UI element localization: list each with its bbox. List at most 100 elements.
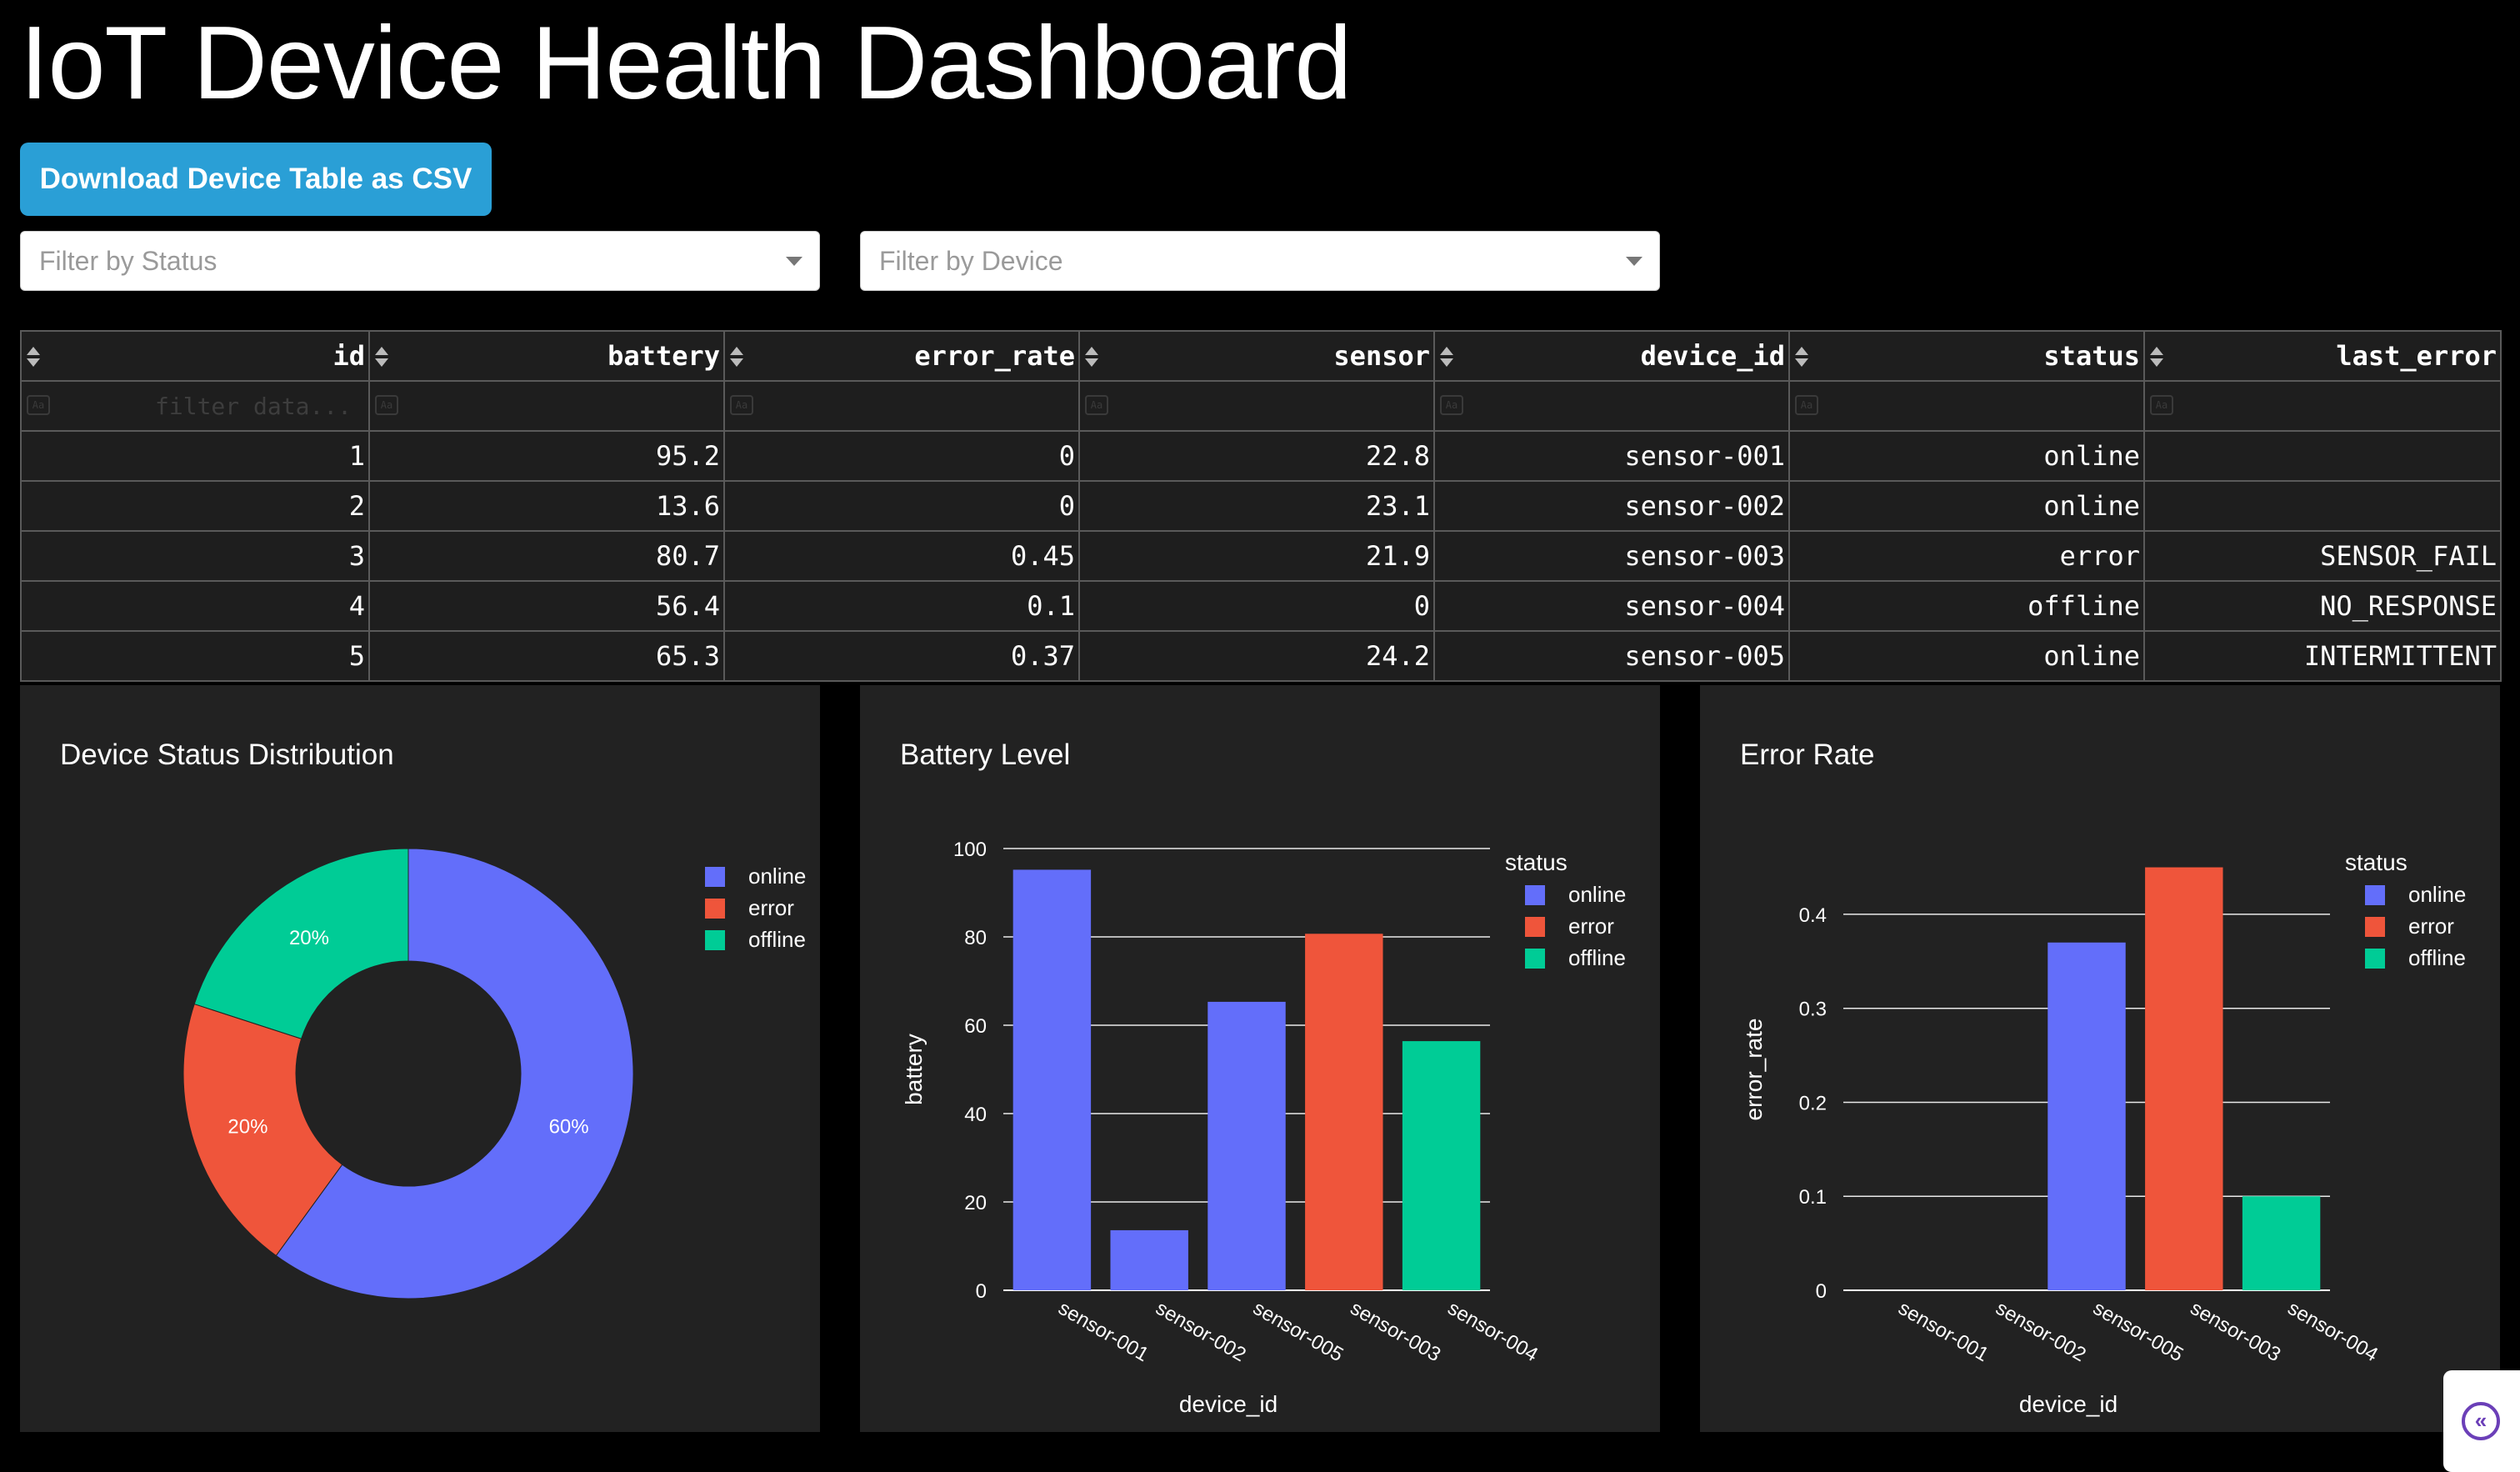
column-filter-input[interactable]: Aa [1433,380,1790,432]
y-tick-label: 80 [964,927,987,949]
legend-title: status [2345,849,2408,875]
table-cell-status[interactable]: online [1788,480,2145,532]
column-header-status[interactable]: status [1788,330,2145,382]
pie-slice-online [275,848,634,1299]
table-cell-sensor[interactable]: 22.8 [1078,430,1435,482]
table-cell-error-rate[interactable]: 0.1 [723,580,1080,632]
table-row[interactable]: 5 65.3 0.37 24.2 sensor-005 online INTERMITTEN… [20,630,2502,682]
x-tick-label: sensor-004 [1444,1297,1542,1366]
sort-icon[interactable] [2150,347,2163,368]
table-cell-last-error[interactable]: NO_RESPONSE [2143,580,2502,632]
legend-item: online [1568,882,1626,907]
column-filter-input[interactable]: Aa [723,380,1080,432]
column-header-error-rate[interactable]: error_rate [723,330,1080,382]
table-row[interactable]: 1 95.2 0 22.8 sensor-001 online [20,430,2502,482]
case-sensitive-icon[interactable]: Aa [375,395,398,415]
table-header-row: id battery error_rate sensor device_id s… [20,330,2502,382]
table-cell-battery[interactable]: 80.7 [368,530,725,582]
bar-sensor-005 [2048,942,2126,1290]
pie-data-label: 60% [549,1116,589,1139]
status-filter-dropdown[interactable]: Filter by Status [20,231,820,291]
sort-icon[interactable] [375,347,388,368]
table-cell-battery[interactable]: 56.4 [368,580,725,632]
table-cell-last-error[interactable]: INTERMITTENT [2143,630,2502,682]
filter-placeholder: filter data... [155,393,352,420]
table-cell-sensor[interactable]: 23.1 [1078,480,1435,532]
chevron-down-icon[interactable] [786,257,802,266]
table-cell-error-rate[interactable]: 0.45 [723,530,1080,582]
table-cell-sensor[interactable]: 24.2 [1078,630,1435,682]
table-cell-error-rate[interactable]: 0 [723,430,1080,482]
collapse-panel-button[interactable]: « [2443,1370,2520,1472]
x-tick-label: sensor-001 [1054,1297,1152,1366]
device-filter-dropdown[interactable]: Filter by Device [860,231,1660,291]
table-cell-device-id[interactable]: sensor-005 [1433,630,1790,682]
column-header-sensor[interactable]: sensor [1078,330,1435,382]
case-sensitive-icon[interactable]: Aa [730,395,753,415]
column-filter-input[interactable]: Aa [2143,380,2502,432]
table-cell-id[interactable]: 4 [20,580,370,632]
table-cell-sensor[interactable]: 21.9 [1078,530,1435,582]
x-tick-label: sensor-005 [1249,1297,1347,1366]
table-row[interactable]: 2 13.6 0 23.1 sensor-002 online [20,480,2502,532]
table-cell-id[interactable]: 1 [20,430,370,482]
table-cell-id[interactable]: 3 [20,530,370,582]
column-header-last-error[interactable]: last_error [2143,330,2502,382]
column-header-battery[interactable]: battery [368,330,725,382]
column-filter-input[interactable]: Aa [1788,380,2145,432]
sort-icon[interactable] [1795,347,1808,368]
table-cell-last-error[interactable]: SENSOR_FAIL [2143,530,2502,582]
table-cell-id[interactable]: 2 [20,480,370,532]
case-sensitive-icon[interactable]: Aa [1085,395,1108,415]
legend-swatch [2365,885,2385,905]
legend-swatch [705,867,725,887]
table-cell-id[interactable]: 5 [20,630,370,682]
table-cell-error-rate[interactable]: 0.37 [723,630,1080,682]
x-tick-label: sensor-004 [2284,1297,2382,1366]
download-csv-button[interactable]: Download Device Table as CSV [20,143,492,216]
pie-data-label: 20% [228,1116,268,1139]
table-cell-device-id[interactable]: sensor-003 [1433,530,1790,582]
table-cell-device-id[interactable]: sensor-004 [1433,580,1790,632]
x-tick-label: sensor-003 [2187,1297,2284,1366]
double-chevron-left-icon[interactable]: « [2462,1402,2500,1440]
table-cell-battery[interactable]: 13.6 [368,480,725,532]
table-cell-device-id[interactable]: sensor-002 [1433,480,1790,532]
legend-swatch [2365,949,2385,969]
bar-sensor-002 [1110,1229,1188,1290]
table-cell-error-rate[interactable]: 0 [723,480,1080,532]
y-tick-label: 100 [953,839,987,861]
pie-slice-offline [193,848,409,1039]
column-filter-input[interactable]: Aa [368,380,725,432]
table-cell-last-error[interactable] [2143,480,2502,532]
sort-icon[interactable] [730,347,743,368]
legend-swatch [2365,917,2385,937]
table-cell-status[interactable]: offline [1788,580,2145,632]
column-header-device-id[interactable]: device_id [1433,330,1790,382]
table-cell-sensor[interactable]: 0 [1078,580,1435,632]
table-cell-battery[interactable]: 95.2 [368,430,725,482]
chevron-down-icon[interactable] [1626,257,1642,266]
case-sensitive-icon[interactable]: Aa [27,395,50,415]
table-cell-battery[interactable]: 65.3 [368,630,725,682]
case-sensitive-icon[interactable]: Aa [2150,395,2173,415]
table-cell-status[interactable]: online [1788,630,2145,682]
table-row[interactable]: 3 80.7 0.45 21.9 sensor-003 error SENSOR_FAIL [20,530,2502,582]
sort-icon[interactable] [27,347,40,368]
table-row[interactable]: 4 56.4 0.1 0 sensor-004 offline NO_RESPONSE [20,580,2502,632]
column-filter-input[interactable]: Aa [1078,380,1435,432]
y-tick-label: 0 [1816,1280,1827,1303]
table-cell-last-error[interactable] [2143,430,2502,482]
case-sensitive-icon[interactable]: Aa [1440,395,1463,415]
legend-swatch [705,899,725,919]
battery-level-chart: Battery Level 0 20 40 60 80 100 sensor-001 sens… [860,685,1660,1432]
column-header-id[interactable]: id [20,330,370,382]
sort-icon[interactable] [1440,347,1453,368]
case-sensitive-icon[interactable]: Aa [1795,395,1818,415]
column-filter-input[interactable]: Aa filter data... [20,380,370,432]
table-cell-status[interactable]: online [1788,430,2145,482]
table-cell-status[interactable]: error [1788,530,2145,582]
sort-icon[interactable] [1085,347,1098,368]
table-cell-device-id[interactable]: sensor-001 [1433,430,1790,482]
